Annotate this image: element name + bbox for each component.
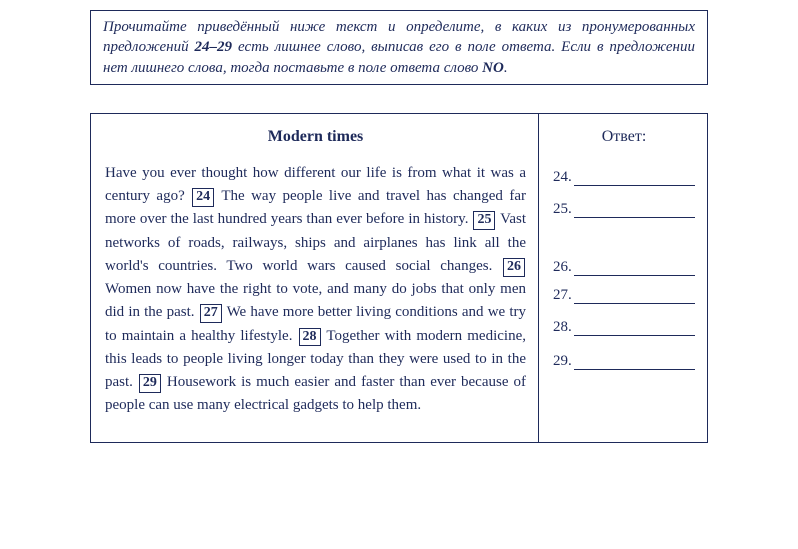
question-number-26: 26 — [503, 258, 525, 277]
answer-blank-29[interactable] — [574, 354, 695, 370]
instructions-range: 24–29 — [195, 39, 233, 55]
answer-column: Ответ: 24. 25. 26. 27. 28. 29. — [539, 114, 707, 442]
question-number-29: 29 — [139, 374, 161, 393]
answer-number: 28. — [553, 319, 572, 336]
answer-blank-26[interactable] — [574, 260, 695, 276]
question-number-28: 28 — [299, 328, 321, 347]
answer-blank-27[interactable] — [574, 288, 695, 304]
answer-blank-24[interactable] — [574, 170, 695, 186]
answer-label: Ответ: — [553, 128, 695, 146]
answer-row-26: 26. — [553, 256, 695, 276]
answer-row-24: 24. — [553, 166, 695, 186]
answer-number: 27. — [553, 287, 572, 304]
answer-number: 25. — [553, 201, 572, 218]
answer-number: 24. — [553, 169, 572, 186]
instructions-no-word: NO — [482, 60, 504, 76]
passage-column: Modern times Have you ever thought how d… — [91, 114, 539, 442]
instructions-box: Прочитайте приведённый ниже текст и опре… — [90, 10, 708, 85]
passage-text: Have you ever thought how different our … — [105, 162, 526, 418]
instructions-text-end: . — [504, 60, 508, 76]
answer-row-27: 27. — [553, 284, 695, 304]
passage-segment: Housework is much easier and faster than… — [105, 374, 526, 413]
question-number-27: 27 — [200, 304, 222, 323]
answer-number: 29. — [553, 353, 572, 370]
answer-blank-25[interactable] — [574, 202, 695, 218]
exercise-box: Modern times Have you ever thought how d… — [90, 113, 708, 443]
answer-row-25: 25. — [553, 198, 695, 218]
answer-row-28: 28. — [553, 316, 695, 336]
answer-row-29: 29. — [553, 350, 695, 370]
passage-title: Modern times — [105, 128, 526, 146]
answer-blank-28[interactable] — [574, 320, 695, 336]
question-number-25: 25 — [473, 211, 495, 230]
question-number-24: 24 — [192, 188, 214, 207]
answer-number: 26. — [553, 259, 572, 276]
